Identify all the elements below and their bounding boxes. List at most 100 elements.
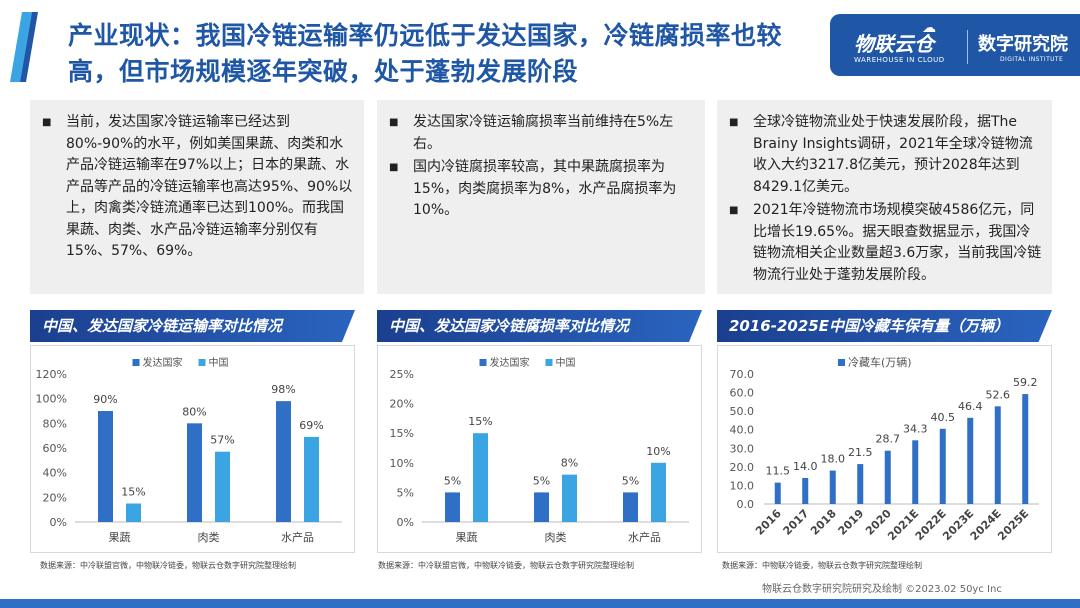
bar — [994, 406, 1001, 504]
x-tick-label: 肉类 — [545, 530, 567, 544]
chart-1-svg: 发达国家 中国 0% 20% 40% 60% 80% 100% 120% 果蔬 90% 15% 肉类 80… — [36, 356, 342, 544]
bullet-item: ■ 2021年冷链物流市场规模突破4586亿元，同比增长19.65%。据天眼查数据… — [727, 200, 1042, 286]
legend-swatch — [838, 359, 845, 366]
chart-3-svg: 冷藏车(万辆) 0.0 10.0 20.0 30.0 40.0 50.0 60.0 70.0 11… — [730, 355, 1039, 543]
data-label: 5% — [533, 474, 550, 487]
bottom-bar — [0, 599, 1080, 608]
logo-brand-en: WAREHOUSE IN CLOUD — [854, 56, 945, 64]
legend-swatch — [198, 359, 206, 366]
data-label: 10% — [646, 445, 670, 458]
bullet-text: 国内冷链腐损率较高，其中果蔬腐损率为15%，肉类腐损率为8%，水产品腐损率为10… — [413, 159, 677, 218]
y-tick-label: 20% — [390, 398, 414, 411]
brand-logo: ☁ 物联云仓 WAREHOUSE IN CLOUD 数字研究院 DIGITAL … — [830, 14, 1080, 76]
chart-2-source: 数据来源：中冷联盟官微，中物联冷链委，物联云仓数字研究院整理绘制 — [378, 561, 634, 570]
bullet-text: 发达国家冷链运输腐损率当前维持在5%左右。 — [413, 114, 674, 152]
chart-3-panel: 冷藏车(万辆) 0.0 10.0 20.0 30.0 40.0 50.0 60.0 70.0 11… — [717, 345, 1052, 553]
chart-2-svg: 发达国家 中国 0% 5% 10% 15% 20% 25% 果蔬 5% 15% 肉类 5% 8% 水产品 5%… — [390, 356, 689, 544]
bar — [445, 492, 460, 522]
chart-2-title: 中国、发达国家冷链腐损率对比情况 — [377, 310, 702, 342]
bar — [1022, 394, 1029, 504]
y-tick-label: 100% — [36, 393, 67, 406]
bullet-square-icon: ■ — [729, 205, 739, 216]
bullet-text: 全球冷链物流业处于快速发展阶段，据The Brainy Insights调研，2… — [753, 114, 1033, 195]
bar — [774, 482, 781, 504]
bar — [473, 433, 488, 522]
x-tick-label: 2019 — [836, 507, 867, 538]
chart-1-panel: 发达国家 中国 0% 20% 40% 60% 80% 100% 120% 果蔬 90% 15% 肉类 80… — [30, 345, 355, 553]
bullet-square-icon: ■ — [729, 117, 739, 128]
chart-3-source: 数据来源：中物联冷链委，物联云仓数字研究院整理绘制 — [722, 561, 922, 570]
data-label: 15% — [121, 486, 145, 499]
data-label: 57% — [210, 434, 234, 447]
bar — [276, 401, 291, 522]
y-tick-label: 40.0 — [730, 424, 755, 437]
y-tick-label: 15% — [390, 427, 414, 440]
x-tick-label: 2017 — [781, 507, 812, 538]
bullet-text: 2021年冷链物流市场规模突破4586亿元，同比增长19.65%。据天眼查数据显… — [753, 202, 1042, 283]
y-tick-label: 120% — [36, 368, 67, 381]
y-tick-label: 50.0 — [730, 405, 755, 418]
bar — [126, 503, 141, 522]
y-tick-label: 60.0 — [730, 387, 755, 400]
data-label: 28.7 — [876, 433, 901, 446]
y-tick-label: 0.0 — [737, 498, 755, 511]
data-label: 5% — [622, 474, 639, 487]
y-tick-label: 20% — [43, 491, 67, 504]
bar — [215, 451, 230, 522]
legend-label: 发达国家 — [490, 356, 530, 369]
data-label: 15% — [468, 415, 492, 428]
text-box-2: ■ 发达国家冷链运输腐损率当前维持在5%左右。 ■ 国内冷链腐损率较高，其中果蔬腐损… — [377, 100, 705, 294]
bar — [857, 464, 864, 504]
bullet-item: ■ 当前，发达国家冷链运输率已经达到80%-90%的水平，例如美国果蔬、肉类和水产… — [40, 112, 354, 263]
text-box-3: ■ 全球冷链物流业处于快速发展阶段，据The Brainy Insights调研，… — [717, 100, 1052, 294]
chart-2-panel: 发达国家 中国 0% 5% 10% 15% 20% 25% 果蔬 5% 15% 肉类 5% 8% 水产品 5%… — [377, 345, 702, 553]
legend-label: 发达国家 — [143, 356, 183, 369]
legend-label: 中国 — [556, 356, 576, 369]
y-tick-label: 40% — [43, 467, 67, 480]
legend-swatch — [545, 359, 553, 366]
bar — [829, 470, 836, 504]
chart-3-title: 2016-2025E中国冷藏车保有量（万辆） — [717, 310, 1052, 342]
bar — [884, 450, 891, 504]
x-tick-label: 水产品 — [281, 530, 314, 544]
y-tick-label: 25% — [390, 368, 414, 381]
y-tick-label: 70.0 — [730, 368, 755, 381]
y-tick-label: 5% — [397, 486, 414, 499]
x-tick-label: 2018 — [808, 507, 839, 538]
legend-swatch — [132, 359, 140, 366]
x-tick-label: 肉类 — [198, 530, 220, 544]
data-label: 8% — [561, 457, 578, 470]
title-accent-icon — [10, 12, 38, 82]
bar — [98, 411, 113, 522]
bullet-square-icon: ■ — [389, 117, 399, 128]
bar — [939, 428, 946, 504]
logo-institute-text: 数字研究院 — [978, 34, 1068, 55]
y-tick-label: 80% — [43, 417, 67, 430]
y-tick-label: 10% — [390, 457, 414, 470]
page-title: 产业现状：我国冷链运输率仍远低于发达国家，冷链腐损率也较高，但市场规模逐年突破，… — [68, 21, 783, 86]
y-tick-label: 10.0 — [730, 479, 755, 492]
bar — [187, 423, 202, 522]
bar — [967, 417, 974, 504]
y-tick-label: 0% — [397, 516, 414, 529]
legend-label: 中国 — [209, 356, 229, 369]
footer-credit: 物联云仓数字研究院研究及绘制 ©2023.02 50yc Inc — [762, 584, 1002, 595]
data-label: 34.3 — [903, 422, 928, 435]
data-label: 14.0 — [793, 460, 818, 473]
x-tick-label: 2016 — [753, 507, 784, 538]
cloud-icon: ☁ — [922, 20, 936, 36]
y-tick-label: 60% — [43, 442, 67, 455]
x-tick-label: 果蔬 — [456, 531, 478, 544]
bar — [562, 474, 577, 522]
bullet-square-icon: ■ — [42, 117, 52, 128]
y-tick-label: 0% — [50, 516, 67, 529]
data-label: 5% — [444, 474, 461, 487]
bar — [534, 492, 549, 522]
data-label: 46.4 — [958, 400, 983, 413]
chart-1-title: 中国、发达国家冷链运输率对比情况 — [30, 310, 355, 342]
data-label: 52.6 — [986, 388, 1011, 401]
bullet-square-icon: ■ — [389, 162, 399, 173]
legend-swatch — [479, 359, 487, 366]
bar — [651, 462, 666, 522]
